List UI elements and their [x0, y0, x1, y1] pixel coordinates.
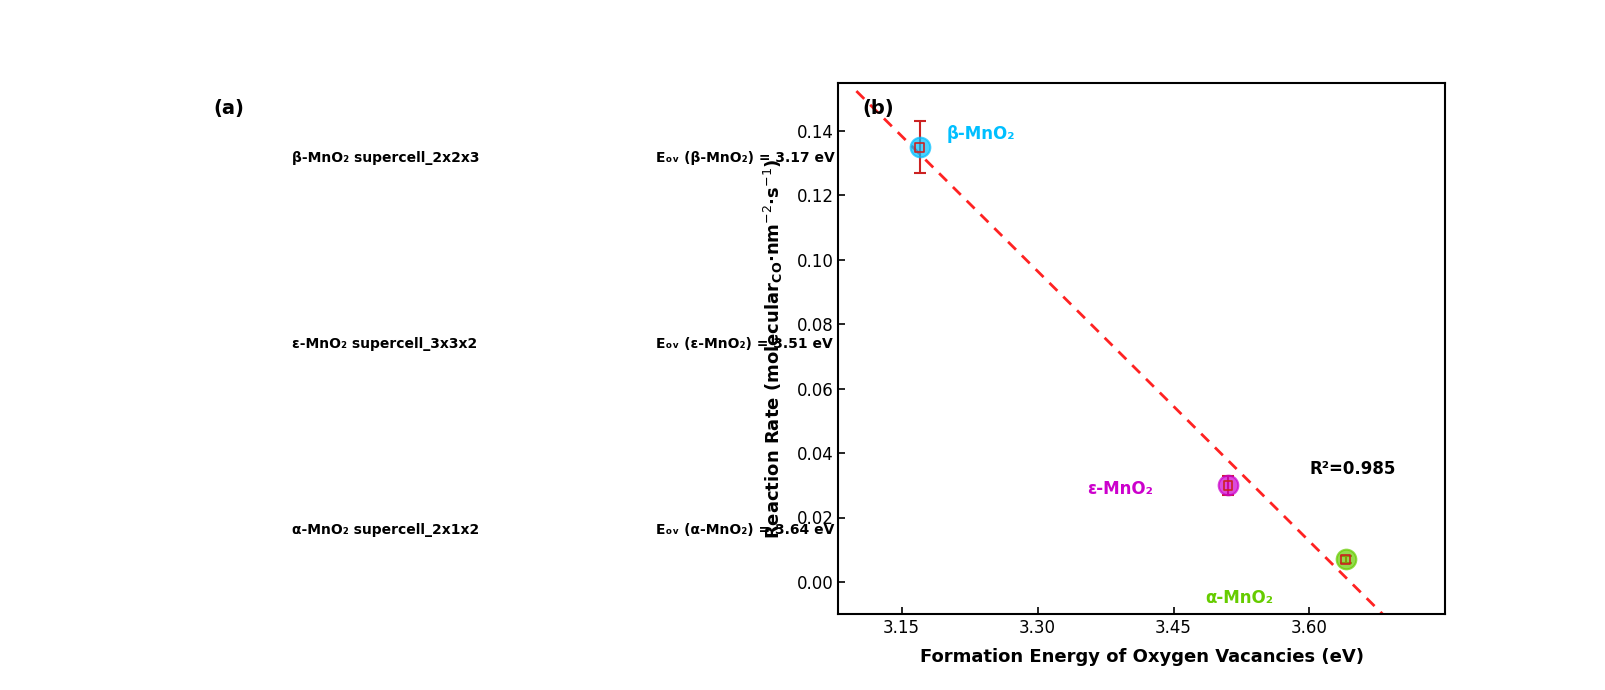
Text: ε-MnO₂: ε-MnO₂	[1087, 480, 1152, 497]
Text: (a): (a)	[213, 99, 244, 118]
Point	[1332, 554, 1358, 565]
X-axis label: Formation Energy of Oxygen Vacancies (eV): Formation Energy of Oxygen Vacancies (eV…	[920, 648, 1363, 666]
Text: R²=0.985: R²=0.985	[1308, 460, 1395, 478]
Text: Eₒᵥ (β-MnO₂) = 3.17 eV: Eₒᵥ (β-MnO₂) = 3.17 eV	[656, 152, 835, 166]
Text: Eₒᵥ (ε-MnO₂) = 3.51 eV: Eₒᵥ (ε-MnO₂) = 3.51 eV	[656, 337, 833, 351]
Point	[1332, 554, 1358, 565]
Point	[907, 141, 933, 152]
Text: β-MnO₂: β-MnO₂	[947, 126, 1014, 144]
Text: Eₒᵥ (α-MnO₂) = 3.64 eV: Eₒᵥ (α-MnO₂) = 3.64 eV	[656, 524, 835, 538]
Point	[907, 141, 933, 152]
Point	[1215, 480, 1241, 491]
Y-axis label: Reaction Rate (molecular$_{\mathregular{CO}}$·nm$^{-2}$·s$^{-1}$): Reaction Rate (molecular$_{\mathregular{…	[762, 158, 785, 539]
Text: α-MnO₂: α-MnO₂	[1204, 589, 1273, 607]
Text: β-MnO₂ supercell_2x2x3: β-MnO₂ supercell_2x2x3	[292, 152, 478, 166]
Text: ε-MnO₂ supercell_3x3x2: ε-MnO₂ supercell_3x3x2	[292, 337, 477, 351]
Text: (b): (b)	[862, 99, 894, 118]
Text: α-MnO₂ supercell_2x1x2: α-MnO₂ supercell_2x1x2	[292, 524, 478, 538]
Point	[1215, 480, 1241, 491]
